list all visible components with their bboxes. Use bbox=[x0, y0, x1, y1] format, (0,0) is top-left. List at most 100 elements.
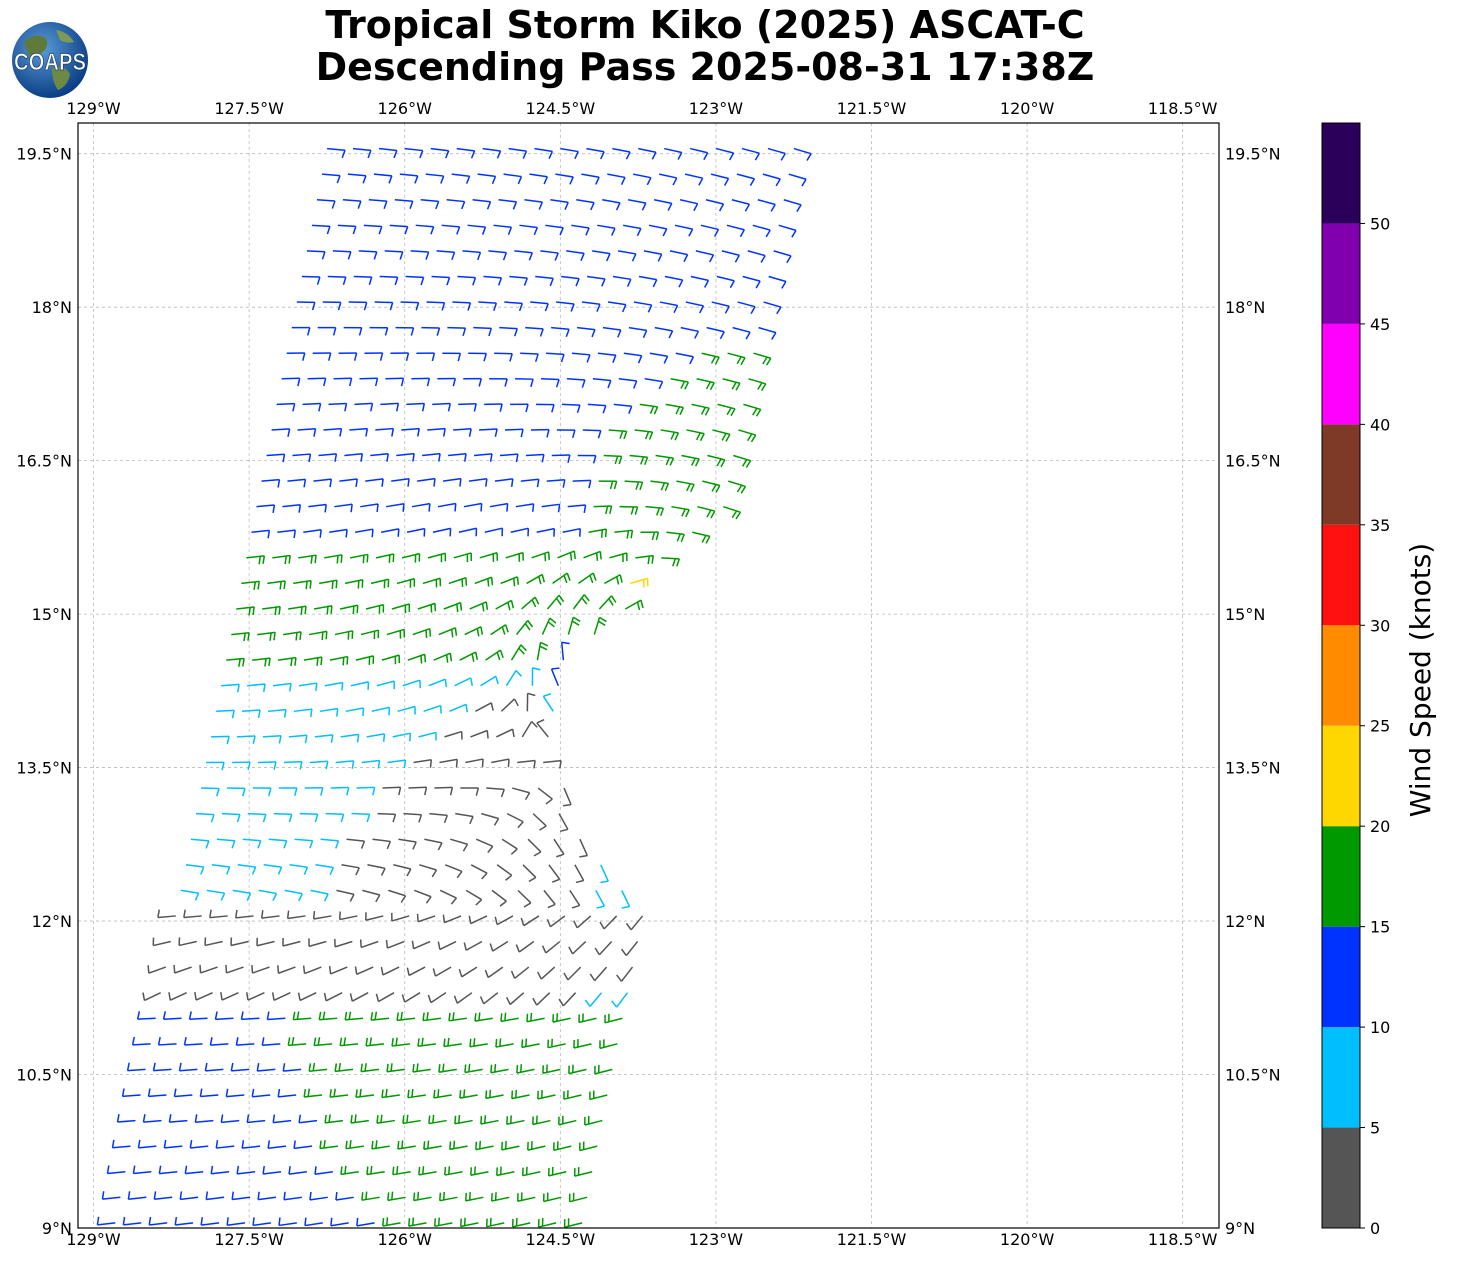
wind-barb bbox=[442, 477, 462, 487]
wind-barb bbox=[403, 812, 423, 823]
wind-barb bbox=[339, 1037, 359, 1047]
wind-barb bbox=[598, 595, 617, 610]
wind-barb bbox=[257, 631, 276, 641]
wind-barb bbox=[152, 1062, 172, 1072]
wind-barb bbox=[380, 528, 400, 537]
wind-barb bbox=[288, 605, 307, 615]
wind-barb bbox=[333, 377, 353, 387]
wind-barb bbox=[534, 147, 554, 159]
wind-barb bbox=[428, 678, 448, 688]
wind-barb bbox=[321, 173, 341, 184]
wind-barb bbox=[419, 864, 438, 878]
wind-barb bbox=[340, 733, 360, 743]
wind-barb bbox=[494, 352, 513, 362]
wind-barb bbox=[327, 275, 347, 285]
wind-barb bbox=[317, 326, 337, 336]
wind-barb bbox=[381, 654, 401, 665]
wind-barb bbox=[417, 1037, 436, 1048]
wind-barb bbox=[712, 429, 731, 442]
wind-barb bbox=[116, 1114, 136, 1123]
wind-barb bbox=[579, 838, 589, 858]
wind-barb bbox=[319, 579, 338, 589]
wind-barb bbox=[272, 1114, 292, 1124]
wind-barb bbox=[537, 966, 556, 980]
wind-barb bbox=[371, 1140, 390, 1150]
wind-barb bbox=[226, 657, 245, 667]
wind-barb bbox=[303, 529, 322, 538]
wind-barb bbox=[503, 173, 523, 185]
wind-barb bbox=[505, 669, 523, 687]
wind-barb bbox=[413, 758, 433, 768]
wind-barb bbox=[307, 377, 327, 387]
wind-barb bbox=[573, 1167, 593, 1177]
wind-barb bbox=[236, 1165, 256, 1175]
wind-barb bbox=[370, 1011, 390, 1021]
wind-barb bbox=[309, 1191, 328, 1201]
wind-barb bbox=[396, 578, 416, 588]
wind-barb bbox=[385, 939, 405, 949]
wind-barb bbox=[393, 864, 412, 877]
wind-barb bbox=[173, 964, 192, 974]
wind-barb bbox=[386, 628, 406, 639]
colorbar-bin bbox=[1322, 323, 1360, 425]
wind-barb bbox=[153, 1191, 173, 1201]
wind-barb bbox=[619, 505, 639, 515]
lon-tick-label: 123°W bbox=[689, 99, 744, 118]
wind-barb bbox=[595, 890, 606, 909]
wind-barb bbox=[263, 864, 283, 875]
wind-barb bbox=[282, 503, 302, 513]
colorbar-tick-label: 45 bbox=[1370, 315, 1390, 334]
wind-barb bbox=[350, 681, 370, 690]
wind-barb bbox=[288, 1166, 308, 1175]
wind-barb bbox=[546, 352, 565, 363]
wind-barb bbox=[297, 428, 317, 437]
wind-barb bbox=[562, 527, 582, 537]
wind-barb bbox=[330, 1217, 349, 1227]
wind-barb bbox=[303, 1088, 323, 1098]
wind-barb bbox=[391, 1037, 411, 1047]
wind-barb bbox=[485, 649, 504, 661]
lat-tick-label: 10.5°N bbox=[16, 1066, 72, 1085]
wind-barb bbox=[473, 453, 493, 462]
wind-barb bbox=[338, 352, 358, 361]
wind-barb bbox=[312, 910, 332, 920]
wind-barb bbox=[336, 889, 355, 902]
wind-barb bbox=[231, 631, 250, 642]
lon-tick-label: 127.5°W bbox=[214, 99, 284, 118]
wind-barb bbox=[551, 326, 570, 337]
wind-barb bbox=[356, 786, 376, 796]
wind-barb bbox=[475, 838, 494, 854]
wind-barb bbox=[387, 1191, 406, 1202]
wind-barb bbox=[519, 224, 538, 236]
wind-barb bbox=[645, 505, 665, 517]
wind-barb bbox=[354, 966, 374, 976]
lon-tick-label: 129°W bbox=[66, 1230, 121, 1249]
wind-barb bbox=[334, 1062, 354, 1073]
wind-barb bbox=[137, 1139, 157, 1149]
wind-barb bbox=[204, 1062, 224, 1072]
wind-barb bbox=[532, 1115, 551, 1126]
wind-barb bbox=[582, 429, 602, 439]
wind-barb bbox=[234, 909, 254, 919]
wind-barb bbox=[402, 1114, 421, 1125]
wind-barb bbox=[267, 580, 286, 590]
wind-barb bbox=[411, 502, 431, 512]
wind-barb bbox=[505, 551, 524, 562]
lat-tick-label: 12°N bbox=[32, 912, 72, 931]
wind-barb bbox=[230, 937, 249, 947]
wind-barb bbox=[324, 681, 344, 691]
wind-barb bbox=[665, 403, 685, 416]
wind-barb bbox=[397, 705, 416, 715]
wind-barb bbox=[216, 709, 235, 719]
wind-barb bbox=[465, 889, 483, 906]
wind-barb bbox=[375, 427, 395, 437]
wind-barb bbox=[360, 1063, 380, 1073]
wind-barb bbox=[405, 275, 425, 286]
wind-barb bbox=[262, 734, 282, 744]
wind-barb bbox=[282, 938, 301, 947]
wind-barb bbox=[609, 552, 628, 563]
wind-barb bbox=[372, 838, 392, 850]
wind-barb bbox=[256, 1063, 276, 1072]
wind-barb bbox=[547, 1038, 566, 1049]
wind-barb bbox=[490, 624, 509, 636]
